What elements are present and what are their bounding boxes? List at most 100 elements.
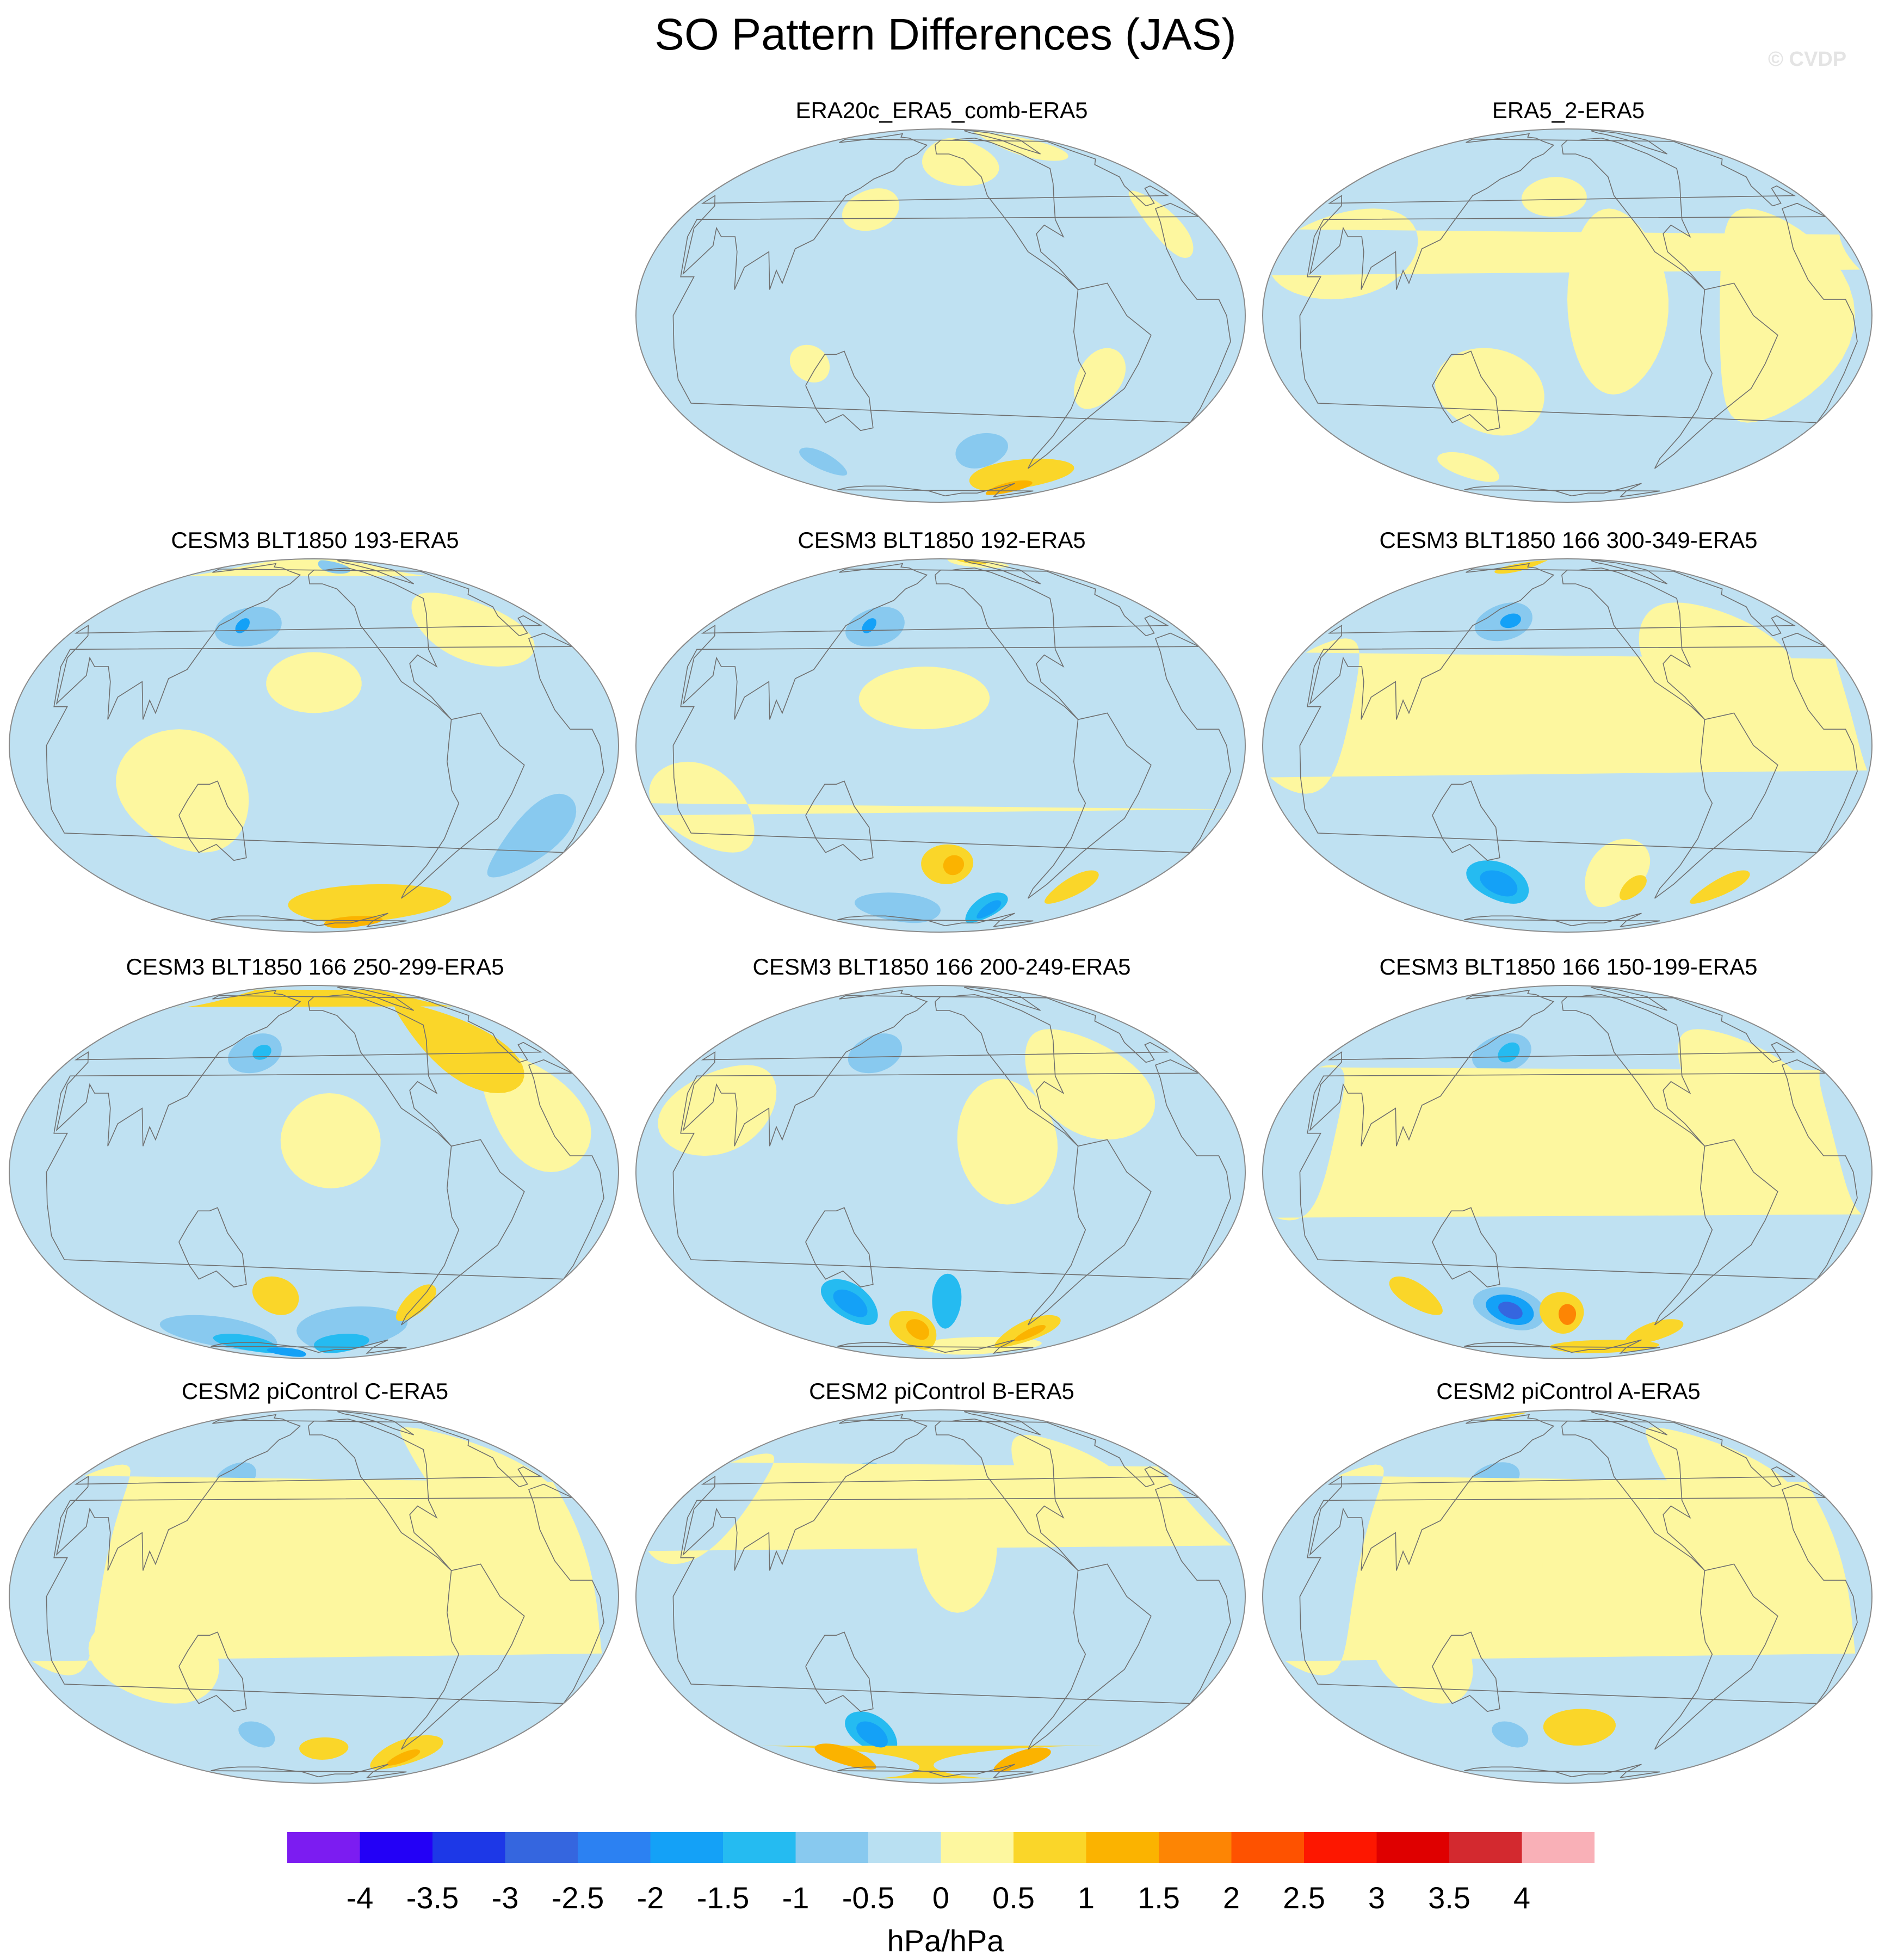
anomaly-contour <box>1720 208 1855 423</box>
map-panel-title: ERA20c_ERA5_comb-ERA5 <box>795 97 1088 123</box>
coastline-antarctica <box>837 1764 1034 1778</box>
map-outline <box>1262 985 1873 1359</box>
map-panel: CESM3 BLT1850 192-ERA5 <box>634 527 1249 946</box>
hammer-map <box>635 128 1246 503</box>
map-outline <box>1262 558 1873 933</box>
anomaly-contour <box>252 1276 299 1315</box>
coastline-antarctica <box>837 483 1034 497</box>
coastline-south-america <box>1654 1139 1778 1326</box>
coastline-antarctica <box>837 1339 1034 1354</box>
coastline-greenland <box>964 130 1041 155</box>
coastline-africa <box>672 1059 1231 1280</box>
anomaly-contour <box>814 1743 876 1770</box>
coastline-africa <box>672 632 1231 853</box>
coastline-africa <box>1299 1059 1858 1280</box>
anomaly-contour <box>1498 1042 1520 1063</box>
colorbar-box <box>360 1832 432 1863</box>
coastline-australia <box>805 780 874 861</box>
colorbar-box <box>432 1832 505 1863</box>
map-outline <box>635 558 1246 933</box>
anomaly-contour <box>116 729 249 853</box>
anomaly-contour <box>1549 1340 1659 1353</box>
colorbar-box <box>868 1832 941 1863</box>
map-background <box>1263 129 1872 502</box>
colorbar-box <box>941 1832 1014 1863</box>
coastline-south-america <box>400 1139 525 1326</box>
coastline-africa <box>46 1059 604 1280</box>
map-panel-title: ERA5_2-ERA5 <box>1492 97 1645 123</box>
colorbar-box <box>650 1832 723 1863</box>
map-panel: CESM2 piControl A-ERA5 <box>1261 1378 1876 1797</box>
colorbar-box <box>1449 1832 1522 1863</box>
coastline-antarctica <box>837 913 1034 927</box>
anomaly-contour <box>985 480 1033 495</box>
coastline-africa <box>672 1483 1231 1704</box>
anomaly-contour <box>395 1284 436 1321</box>
anomaly-contour <box>1484 1413 1527 1421</box>
anomaly-contour <box>1271 208 1860 300</box>
anomaly-contour <box>1492 1721 1529 1748</box>
coastline-eurasia <box>1309 133 1796 290</box>
hammer-map <box>635 985 1246 1359</box>
coastline-eurasia <box>55 1414 543 1571</box>
anomaly-contour <box>1389 1276 1443 1315</box>
map-outline <box>9 558 619 933</box>
anomaly-contour <box>252 1045 271 1060</box>
anomaly-contour <box>88 1612 219 1704</box>
map-panel: CESM3 BLT1850 166 150-199-ERA5 <box>1261 953 1876 1372</box>
colorbar-tick-label: 3.5 <box>1428 1881 1470 1915</box>
colorbar-box <box>1376 1832 1449 1863</box>
map-panel: CESM2 piControl B-ERA5 <box>634 1378 1249 1797</box>
colorbar-tick-label: -1 <box>782 1881 809 1915</box>
coastline-south-america <box>1654 712 1778 899</box>
colorbar-tick-label: -2 <box>637 1881 664 1915</box>
coastline-eurasia <box>682 133 1170 290</box>
coastline-south-america <box>1654 1563 1778 1750</box>
hammer-map <box>9 558 619 933</box>
coastline-eurasia <box>1309 563 1796 720</box>
anomaly-contour <box>1435 348 1544 436</box>
map-panel: CESM3 BLT1850 166 300-349-ERA5 <box>1261 527 1876 946</box>
anomaly-contour <box>848 1033 903 1074</box>
hammer-map <box>1262 985 1873 1359</box>
coastline-antarctica <box>1464 483 1660 497</box>
anomaly-contour <box>1437 452 1499 482</box>
coastline-antarctica <box>1464 1764 1660 1778</box>
coastline-africa <box>1299 632 1858 853</box>
anomaly-contour <box>1275 1065 1862 1221</box>
colorbar-tick-label: 4 <box>1513 1881 1530 1915</box>
colorbar-box <box>1014 1832 1086 1863</box>
anomaly-contour <box>1270 638 1868 794</box>
anomaly-contour <box>1045 870 1099 904</box>
colorbar-units: hPa/hPa <box>887 1924 1004 1958</box>
colorbar-tick-label: -1.5 <box>697 1881 750 1915</box>
coastline-south-america <box>1654 282 1778 469</box>
coastline-eurasia <box>1309 989 1796 1147</box>
coastline-africa <box>672 202 1231 423</box>
hammer-map <box>635 1409 1246 1784</box>
anomaly-contour <box>1542 1503 1626 1629</box>
coastline-australia <box>1432 1207 1500 1288</box>
coastline-australia <box>1432 350 1500 432</box>
coastline-australia <box>805 1631 874 1712</box>
anomaly-contour <box>955 433 1008 469</box>
colorbar-box <box>1086 1832 1159 1863</box>
coastline-eurasia <box>55 989 543 1147</box>
map-panel-title: CESM3 BLT1850 166 300-349-ERA5 <box>1379 527 1758 553</box>
anomaly-contour <box>649 761 1227 853</box>
anomaly-contour <box>957 1078 1058 1205</box>
coastline-africa <box>46 1483 604 1704</box>
anomaly-contour <box>977 900 1002 919</box>
colorbar-tick-label: 3 <box>1368 1881 1385 1915</box>
coastline-greenland <box>1591 986 1668 1011</box>
colorbar-box <box>287 1832 360 1863</box>
map-background <box>636 129 1245 502</box>
colorbar-tick-label: -3 <box>492 1881 519 1915</box>
colorbar-tick-label: 1.5 <box>1138 1881 1180 1915</box>
anomaly-contour <box>799 447 848 476</box>
anomaly-contour <box>969 458 1074 491</box>
cvdp-watermark: © CVDP <box>1768 48 1847 71</box>
coastline-greenland <box>964 559 1041 584</box>
map-panel-title: CESM3 BLT1850 166 150-199-ERA5 <box>1379 954 1758 979</box>
colorbar-tick-label: -3.5 <box>406 1881 459 1915</box>
